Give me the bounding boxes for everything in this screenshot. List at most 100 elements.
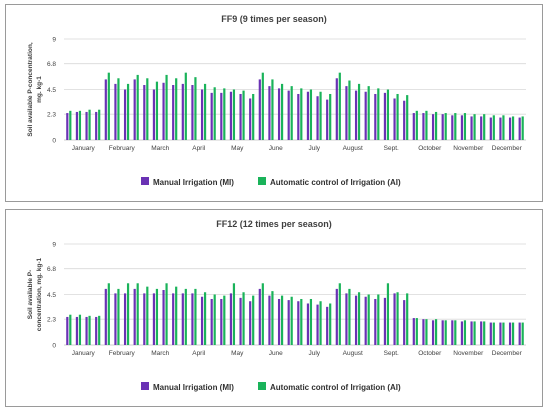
bar-ai	[434, 111, 438, 140]
bar-ai	[511, 322, 515, 345]
bar-ai	[146, 286, 149, 345]
bar-mi	[518, 117, 521, 140]
bar-mi	[508, 117, 512, 140]
bar-ai	[98, 315, 101, 345]
bar-mi	[489, 322, 492, 345]
bar-mi	[162, 290, 165, 345]
x-tick-label: April	[192, 145, 206, 152]
x-tick-label: February	[109, 350, 136, 357]
bar-mi	[306, 303, 310, 345]
bar-ai	[492, 322, 495, 345]
bar-ai	[98, 109, 101, 140]
x-tick-label: January	[72, 350, 96, 357]
y-axis-label-line: concentration, mg. kg-1	[36, 257, 43, 331]
bar-ai	[213, 294, 216, 345]
bar-ai	[194, 77, 197, 140]
bar-ai	[329, 303, 332, 345]
y-tick-label: 6.8	[47, 266, 56, 273]
bar-mi	[470, 321, 473, 345]
bar-mi	[123, 293, 127, 345]
bar-mi	[104, 288, 107, 345]
bar-mi	[451, 115, 454, 140]
bar-mi	[460, 115, 464, 140]
chart-title: FF12 (12 times per season)	[216, 219, 332, 229]
bar-ai	[261, 283, 264, 345]
bar-ai	[203, 292, 207, 345]
bar-ai	[280, 83, 284, 140]
bar-ai	[367, 294, 370, 345]
bar-ai	[117, 78, 120, 140]
bar-mi	[143, 293, 146, 345]
bar-mi	[441, 114, 444, 140]
bar-mi	[172, 293, 175, 345]
chart-title: FF9 (9 times per season)	[221, 14, 327, 24]
bar-mi	[239, 93, 242, 140]
x-tick-label: March	[151, 350, 169, 357]
x-tick-label: June	[269, 350, 283, 357]
y-tick-label: 4.5	[47, 292, 56, 299]
bar-mi	[200, 89, 204, 140]
x-tick-label: April	[192, 350, 206, 357]
bar-mi	[470, 116, 473, 140]
bar-ai	[502, 115, 505, 140]
bar-mi	[210, 92, 213, 140]
bar-ai	[280, 295, 284, 345]
bar-ai	[463, 320, 467, 345]
legend-swatch-ai	[258, 177, 266, 185]
bar-ai	[252, 93, 255, 140]
bar-mi	[114, 83, 117, 140]
bar-mi	[229, 91, 233, 140]
x-tick-label: July	[308, 350, 320, 357]
bar-mi	[364, 91, 367, 140]
bar-ai	[232, 89, 236, 140]
bar-mi	[75, 111, 79, 140]
bar-ai	[271, 79, 274, 140]
bar-mi	[326, 99, 329, 140]
bar-mi	[200, 296, 204, 345]
bar-ai	[261, 72, 264, 140]
y-tick-label: 2.3	[47, 317, 56, 324]
bar-mi	[249, 301, 252, 345]
bar-mi	[403, 300, 406, 345]
legend-label-ai: Automatic control of Irrigation (AI)	[270, 383, 401, 392]
x-tick-label: November	[453, 350, 484, 357]
bar-ai	[329, 93, 332, 140]
bar-ai	[319, 91, 322, 140]
bar-ai	[232, 283, 236, 345]
bar-ai	[377, 88, 380, 140]
bar-mi	[268, 295, 271, 345]
y-tick-label: 2.3	[47, 112, 56, 119]
bar-ai	[521, 116, 524, 140]
bar-mi	[345, 293, 348, 345]
bar-ai	[290, 86, 293, 140]
y-axis-label: Soil available P-concentration, mg. kg-1	[27, 42, 43, 136]
bar-ai	[107, 283, 110, 345]
chart-panel-ff12: FF12 (12 times per season) 0 2.3 4.5 6.8 9 Soi…	[5, 209, 543, 407]
bar-ai	[425, 110, 428, 140]
bar-ai	[242, 90, 245, 140]
bar-ai	[415, 110, 418, 140]
x-tick-label: February	[109, 145, 136, 152]
bar-mi	[326, 306, 329, 345]
y-tick-label: 0	[52, 343, 56, 350]
x-tick-label: October	[418, 350, 442, 357]
bar-mi	[249, 98, 252, 140]
bar-ai	[290, 296, 293, 345]
x-tick-label: March	[151, 145, 169, 152]
bar-mi	[181, 293, 184, 345]
bar-mi	[345, 86, 348, 140]
bar-mi	[354, 295, 358, 345]
bar-ai	[136, 283, 139, 345]
bar-ai	[107, 72, 110, 140]
x-tick-label: December	[492, 350, 523, 357]
bar-mi	[393, 98, 396, 140]
bar-ai	[406, 293, 409, 345]
bar-mi	[422, 113, 425, 140]
bar-ai	[463, 113, 467, 140]
bar-mi	[480, 321, 483, 345]
bar-mi	[123, 89, 127, 140]
chart-ff9: FF9 (9 times per season) 0 2.3 4.5 6.8 9 Soil …	[27, 14, 526, 187]
bar-mi	[85, 111, 88, 140]
bar-ai	[155, 288, 159, 345]
bar-mi	[374, 298, 377, 345]
